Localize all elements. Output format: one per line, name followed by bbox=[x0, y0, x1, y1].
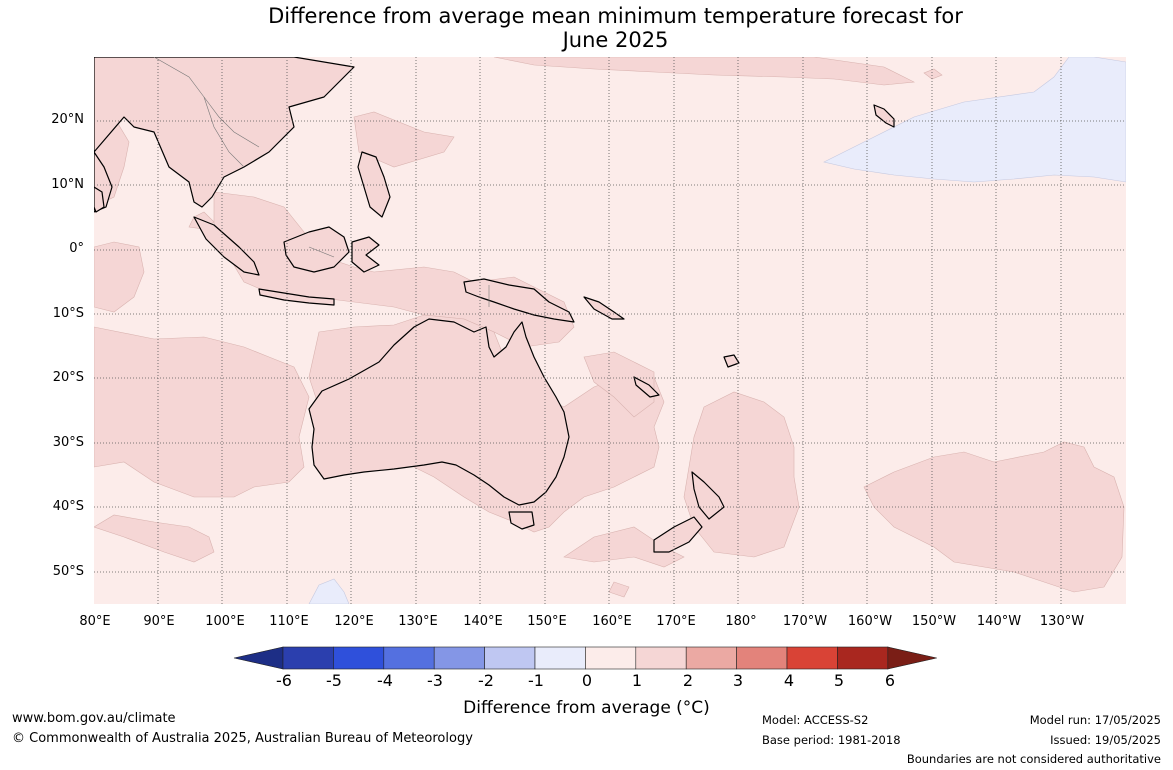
colorbar-segment bbox=[585, 646, 637, 670]
colorbar-title: Difference from average (°C) bbox=[463, 698, 710, 718]
lon-label-150w: 150°W bbox=[911, 614, 957, 629]
colorbar-segment bbox=[433, 646, 485, 670]
colorbar-segment bbox=[837, 646, 889, 670]
lon-label-90e: 90°E bbox=[143, 614, 175, 629]
colorbar-segment bbox=[736, 646, 788, 670]
lon-label-110e: 110°E bbox=[269, 614, 309, 629]
colorbar-segment bbox=[635, 646, 687, 670]
map-title: Difference from average mean minimum tem… bbox=[0, 4, 1173, 52]
lon-label-120e: 120°E bbox=[334, 614, 374, 629]
colorbar-tick: 5 bbox=[833, 671, 845, 690]
colorbar-segment bbox=[282, 646, 334, 670]
lat-label-equator: 0° bbox=[69, 241, 84, 256]
lat-label-50s: 50°S bbox=[52, 564, 84, 579]
lat-label-10s: 10°S bbox=[52, 306, 84, 321]
title-line-2: June 2025 bbox=[562, 28, 669, 52]
country-borders bbox=[153, 57, 490, 307]
colorbar-segment bbox=[534, 646, 586, 670]
philippines-outline bbox=[357, 151, 391, 218]
lon-label-170w: 170°W bbox=[782, 614, 828, 629]
lat-label-20n: 20°N bbox=[51, 112, 84, 127]
asia-mainland-outline bbox=[94, 57, 355, 208]
forecast-map bbox=[94, 57, 1126, 604]
land-outlines bbox=[94, 57, 895, 553]
lon-label-80e: 80°E bbox=[79, 614, 111, 629]
colorbar-tick: 2 bbox=[682, 671, 694, 690]
colorbar-tick: -6 bbox=[276, 671, 292, 690]
lon-label-140w: 140°W bbox=[976, 614, 1022, 629]
colorbar-tick: 0 bbox=[581, 671, 593, 690]
model-run-text: Model run: 17/05/2025 bbox=[1029, 713, 1161, 727]
colorbar-extend-high bbox=[887, 646, 937, 670]
tasmania-outline bbox=[508, 511, 535, 530]
copyright-text: © Commonwealth of Australia 2025, Austra… bbox=[12, 731, 473, 746]
sumatra-outline bbox=[193, 216, 260, 276]
colorbar-extend-low bbox=[233, 646, 284, 670]
lon-label-150e: 150°E bbox=[527, 614, 567, 629]
hawaii-outline bbox=[873, 104, 895, 128]
website-link[interactable]: www.bom.gov.au/climate bbox=[12, 711, 176, 726]
lon-label-160w: 160°W bbox=[847, 614, 893, 629]
new-guinea-outline bbox=[463, 278, 575, 323]
colorbar-tick: -1 bbox=[528, 671, 544, 690]
colorbar-segment bbox=[786, 646, 838, 670]
colorbar-tick: -3 bbox=[427, 671, 443, 690]
issued-text: Issued: 19/05/2025 bbox=[1050, 733, 1161, 747]
solomon-islands-outline bbox=[583, 296, 625, 320]
fiji-outline bbox=[723, 354, 740, 368]
colorbar-tick: -4 bbox=[377, 671, 393, 690]
colorbar bbox=[233, 646, 937, 670]
sri-lanka-outline bbox=[94, 186, 105, 213]
borneo-outline bbox=[283, 226, 350, 273]
colorbar-segment bbox=[484, 646, 536, 670]
lon-label-130w: 130°W bbox=[1039, 614, 1085, 629]
java-outline bbox=[258, 288, 335, 306]
warm-anomaly-regions bbox=[94, 57, 1125, 598]
model-text: Model: ACCESS-S2 bbox=[762, 713, 869, 727]
australia-outline bbox=[308, 318, 570, 506]
colorbar-tick: -2 bbox=[478, 671, 494, 690]
south-island-outline bbox=[653, 516, 703, 553]
lon-label-170e: 170°E bbox=[656, 614, 696, 629]
lon-label-130e: 130°E bbox=[398, 614, 438, 629]
title-line-1: Difference from average mean minimum tem… bbox=[268, 4, 963, 28]
new-caledonia-outline bbox=[633, 376, 660, 398]
lat-label-20s: 20°S bbox=[52, 370, 84, 385]
colorbar-segment bbox=[333, 646, 385, 670]
lon-label-140e: 140°E bbox=[463, 614, 503, 629]
lon-label-180: 180° bbox=[725, 614, 757, 629]
colorbar-tick: 3 bbox=[732, 671, 744, 690]
colorbar-tick: 6 bbox=[884, 671, 896, 690]
colorbar-tick: 4 bbox=[783, 671, 795, 690]
colorbar-segment bbox=[383, 646, 435, 670]
lat-label-10n: 10°N bbox=[51, 177, 84, 192]
graticule bbox=[94, 57, 1126, 604]
lat-label-30s: 30°S bbox=[52, 435, 84, 450]
lon-label-160e: 160°E bbox=[592, 614, 632, 629]
sulawesi-outline bbox=[351, 236, 380, 273]
disclaimer-text: Boundaries are not considered authoritat… bbox=[906, 752, 1161, 766]
cool-anomaly-regions bbox=[308, 57, 1126, 604]
lon-label-100e: 100°E bbox=[205, 614, 245, 629]
base-period-text: Base period: 1981-2018 bbox=[762, 733, 901, 747]
colorbar-tick: 1 bbox=[631, 671, 643, 690]
colorbar-segment bbox=[685, 646, 737, 670]
lat-label-40s: 40°S bbox=[52, 499, 84, 514]
colorbar-tick: -5 bbox=[326, 671, 342, 690]
